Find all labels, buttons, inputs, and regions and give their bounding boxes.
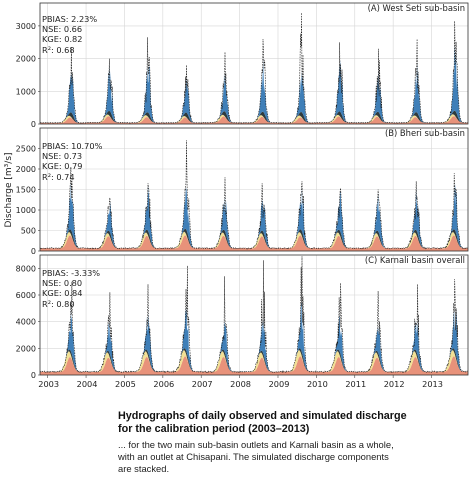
caption-title-line-2: for the calibration period (2003–2013) xyxy=(118,423,310,435)
y-tick-label: 1000 xyxy=(16,87,36,96)
y-tick-label: 2000 xyxy=(16,165,36,174)
x-tick-label: 2012 xyxy=(384,379,405,389)
panel-title: (C) Karnali basin overall xyxy=(365,255,465,265)
stat-kge: KGE: 0.79 xyxy=(42,161,83,172)
rain-runoff-area xyxy=(40,44,468,123)
y-tick-label: 0 xyxy=(31,120,36,129)
y-tick-label: 1500 xyxy=(16,186,36,195)
observed-line xyxy=(39,140,469,250)
caption-title-line-1: Hydrographs of daily observed and simula… xyxy=(118,410,407,422)
rain-runoff-area xyxy=(40,302,468,372)
y-tick-label: 1000 xyxy=(16,206,36,215)
stat-r2: R²: 0.68 xyxy=(42,44,75,55)
x-tick-label: 2013 xyxy=(422,379,443,389)
observed-line xyxy=(39,12,468,124)
caption-text-line-3: are stacked. xyxy=(118,463,170,474)
caption-text-line-2: with an outlet at Chisapani. The simulat… xyxy=(118,451,389,462)
y-tick-label: 500 xyxy=(21,227,36,236)
panel-c: 0 2000 4000 6000 8000 (C) Karnali basin overa… xyxy=(16,254,469,380)
panel-a: 0 1000 2000 3000 (A) West Seti sub-basin xyxy=(16,2,469,129)
x-tick-label: 2010 xyxy=(307,379,328,389)
y-tick-label: 2500 xyxy=(16,145,36,154)
snowmelt-area xyxy=(40,114,468,123)
baseflow-area xyxy=(40,116,468,124)
x-tick-label: 2005 xyxy=(115,379,136,389)
x-tick-label: 2011 xyxy=(345,379,366,389)
glacier-melt-area xyxy=(40,110,468,123)
baseflow-area xyxy=(40,235,468,251)
stat-kge: KGE: 0.82 xyxy=(42,34,83,45)
plot-frame xyxy=(39,2,469,125)
caption-text-line-1: ... for the two main sub-basin outlets a… xyxy=(118,439,394,450)
plot-area xyxy=(40,3,468,124)
y-tick-label: 0 xyxy=(31,371,36,380)
x-tick-label: 2007 xyxy=(192,379,213,389)
stat-r2: R²: 0.80 xyxy=(42,298,75,309)
y-axis-label: Discharge [m³/s] xyxy=(4,152,14,227)
stat-pbias: PBIAS: -3.33% xyxy=(42,268,101,278)
x-axis: 2003 2004 2005 2006 2007 2008 2009 2010 2011 2012… xyxy=(38,375,443,389)
stat-nse: NSE: 0.73 xyxy=(42,151,83,162)
plot-frame xyxy=(39,127,469,252)
stats-box-b: PBIAS: 10.70% NSE: 0.73 KGE: 0.79 R²: 0.… xyxy=(42,141,102,182)
snowmelt-area xyxy=(40,350,468,372)
y-tick-label: 2000 xyxy=(16,344,36,353)
stat-pbias: PBIAS: 10.70% xyxy=(42,141,103,151)
y-tick-label: 3000 xyxy=(16,22,36,31)
caption-text: ... for the two main sub-basin outlets a… xyxy=(118,439,470,475)
stat-r2: R²: 0.74 xyxy=(42,171,75,182)
panel-title: (A) West Seti sub-basin xyxy=(368,3,465,13)
hydrograph-figure: 0 1000 2000 3000 (A) West Seti sub-basin 0 500… xyxy=(4,2,469,389)
stats-box-a: PBIAS: 2.23% NSE: 0.66 KGE: 0.82 R²: 0.6… xyxy=(42,14,97,55)
baseflow-area xyxy=(40,356,468,375)
panel-title: (B) Bheri sub-basin xyxy=(385,128,465,138)
y-tick-label: 4000 xyxy=(16,318,36,327)
x-tick-label: 2008 xyxy=(230,379,251,389)
figure-caption: Hydrographs of daily observed and simula… xyxy=(118,410,470,475)
observed-line xyxy=(39,256,469,374)
x-tick-label: 2003 xyxy=(38,379,59,389)
stat-kge: KGE: 0.84 xyxy=(42,288,83,299)
y-tick-label: 0 xyxy=(31,247,36,256)
y-tick-label: 6000 xyxy=(16,291,36,300)
stat-pbias: PBIAS: 2.23% xyxy=(42,14,98,24)
panel-b: 0 500 1000 1500 2000 2500 (B) Bheri sub-basin xyxy=(16,127,469,256)
plot-area xyxy=(40,255,468,375)
stat-nse: NSE: 0.80 xyxy=(42,278,83,289)
stat-nse: NSE: 0.66 xyxy=(42,24,83,35)
y-tick-label: 8000 xyxy=(16,264,36,273)
panels-group: 0 1000 2000 3000 (A) West Seti sub-basin 0 500… xyxy=(16,2,469,380)
y-tick-label: 2000 xyxy=(16,55,36,64)
x-tick-label: 2009 xyxy=(269,379,290,389)
plot-frame xyxy=(39,254,469,376)
stats-box-c: PBIAS: -3.33% NSE: 0.80 KGE: 0.84 R²: 0.… xyxy=(42,268,100,309)
x-tick-label: 2006 xyxy=(153,379,174,389)
x-tick-label: 2004 xyxy=(77,379,98,389)
